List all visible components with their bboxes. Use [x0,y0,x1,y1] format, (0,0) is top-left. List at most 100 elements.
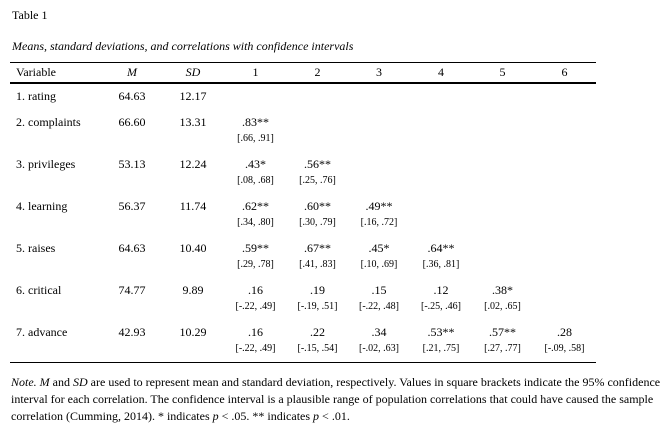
variable-cell: 2. complaints [10,110,102,152]
confidence-interval: [.66, .91] [237,133,274,144]
empty-cell [533,152,596,194]
variable-label: 5. raises [16,241,56,255]
table-label: Table 1 [12,8,48,22]
sd-value: 9.89 [182,283,204,297]
empty-cell [533,110,596,152]
correlation-cell: .22 [-.15, .54] [287,320,348,363]
note-run: are used to represent mean and standard … [11,375,660,423]
correlation-cell: .43* [.08, .68] [224,152,287,194]
confidence-interval: [-.02, .63] [359,343,399,354]
correlation-cell: .28 [-.09, .58] [533,320,596,363]
empty-cell [410,110,472,152]
table-row: 5. raises 64.63 10.40 .59** [.29, .78] .67** [… [10,236,596,278]
correlation-value: .38* [492,283,513,297]
confidence-interval: [.16, .72] [360,217,398,228]
correlation-value: .62** [242,199,269,213]
sd-value: 10.29 [179,325,207,339]
sd-cell: 12.24 [162,152,224,194]
note-run-italic: p [212,409,219,423]
table-note: Note. M and SD are used to represent mea… [11,374,660,425]
confidence-interval: [-.22, .48] [359,301,399,312]
empty-cell [472,236,533,278]
column-header-variable: Variable [10,62,102,84]
correlation-cell: .12 [-.25, .46] [410,278,472,320]
mean-value: 64.63 [118,241,146,255]
correlation-value: .53** [427,325,455,339]
correlation-value: .49** [365,199,393,213]
confidence-interval: [.30, .79] [299,217,336,228]
empty-cell [287,110,348,152]
empty-cell [472,152,533,194]
correlation-cell: .53** [.21, .75] [410,320,472,363]
mean-cell: 66.60 [102,110,162,152]
correlation-value: .19 [310,283,325,297]
table-header-row: Variable M SD 1 2 3 4 5 6 [10,62,596,84]
correlation-value: .22 [310,325,325,339]
variable-cell: 7. advance [10,320,102,363]
correlation-cell: .59** [.29, .78] [224,236,287,278]
confidence-interval: [.41, .83] [299,259,336,270]
correlation-cell: .60** [.30, .79] [287,194,348,236]
table-row: 1. rating 64.63 12.17 [10,83,596,110]
correlation-cell: .49** [.16, .72] [348,194,410,236]
variable-label: 4. learning [16,199,68,213]
empty-cell [533,83,596,110]
table-body: 1. rating 64.63 12.17 2. complaints 66.60 13.… [10,83,596,363]
correlation-cell: .67** [.41, .83] [287,236,348,278]
variable-label: 2. complaints [16,115,81,129]
correlation-cell: .57** [.27, .77] [472,320,533,363]
sd-value: 13.31 [179,115,207,129]
mean-value: 64.63 [118,89,146,103]
correlation-cell: .62** [.34, .80] [224,194,287,236]
sd-cell: 11.74 [162,194,224,236]
note-run: < .01. [319,409,350,423]
confidence-interval: [.10, .69] [360,259,398,270]
confidence-interval: [-.25, .46] [421,301,461,312]
confidence-interval: [.29, .78] [237,259,274,270]
correlation-value: .67** [304,241,331,255]
correlation-cell: .16 [-.22, .49] [224,278,287,320]
sd-cell: 13.31 [162,110,224,152]
correlation-cell: .34 [-.02, .63] [348,320,410,363]
confidence-interval: [.27, .77] [484,343,521,354]
sd-cell: 12.17 [162,83,224,110]
correlation-value: .45* [368,241,390,255]
note-run-italic: SD [73,375,88,389]
sd-value: 10.40 [179,241,207,255]
sd-value: 12.17 [179,89,207,103]
variable-cell: 4. learning [10,194,102,236]
correlation-value: .83** [242,115,269,129]
mean-cell: 56.37 [102,194,162,236]
document-page: Table 1 Means, standard deviations, and … [10,8,660,425]
confidence-interval: [.25, .76] [299,175,336,186]
mean-value: 42.93 [118,325,146,339]
variable-label: 1. rating [16,89,56,103]
empty-cell [410,194,472,236]
correlation-value: .43* [245,157,266,171]
empty-cell [348,152,410,194]
confidence-interval: [.08, .68] [237,175,274,186]
column-header-5: 5 [472,62,533,84]
correlation-value: .16 [248,325,263,339]
empty-cell [224,83,287,110]
empty-cell [348,110,410,152]
correlation-cell: .45* [.10, .69] [348,236,410,278]
correlation-cell: .64** [.36, .81] [410,236,472,278]
correlation-value: .15 [371,283,387,297]
table-row: 4. learning 56.37 11.74 .62** [.34, .80] .60*… [10,194,596,236]
correlation-cell: .16 [-.22, .49] [224,320,287,363]
correlation-cell: .83** [.66, .91] [224,110,287,152]
empty-cell [533,236,596,278]
empty-cell [348,83,410,110]
table-caption: Means, standard deviations, and correlat… [12,39,354,53]
column-header-2: 2 [287,62,348,84]
confidence-interval: [-.15, .54] [297,343,338,354]
empty-cell [472,194,533,236]
column-header-4: 4 [410,62,472,84]
confidence-interval: [-.19, .51] [297,301,338,312]
table-row: 3. privileges 53.13 12.24 .43* [.08, .68] .56… [10,152,596,194]
correlation-value: .12 [433,283,449,297]
note-run: < .05. ** indicates [218,409,314,423]
mean-value: 74.77 [118,283,146,297]
mean-value: 56.37 [118,199,146,213]
